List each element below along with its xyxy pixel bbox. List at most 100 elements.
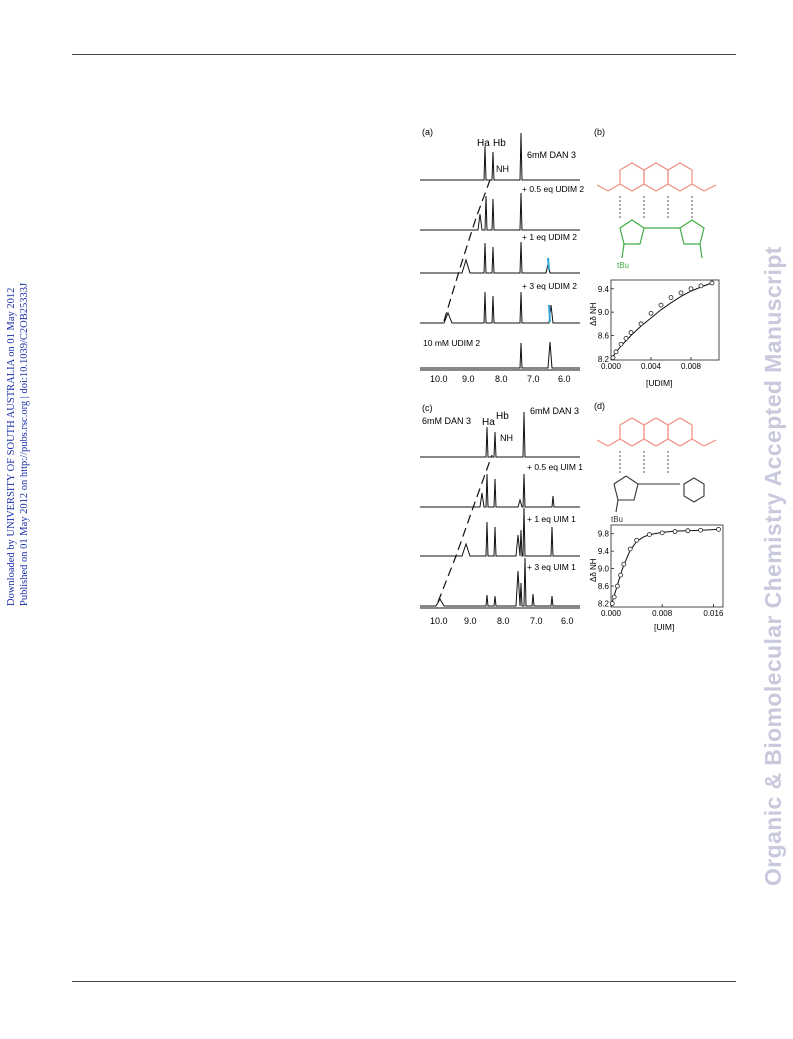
chart-d-x-tick-label: 0.000 — [601, 609, 622, 618]
trace-label-dan: 6mM DAN 3 — [527, 150, 576, 160]
chart-d-data-point — [647, 532, 652, 537]
chart-d-data-point — [627, 546, 633, 552]
panel-b: (b) tBu 0.000 0.004 0.008 8.2 8.6 9.0 9.4 — [589, 127, 720, 388]
ppm-tick-c-5: 6.0 — [561, 616, 574, 626]
chart-d-x-tick-label: 0.008 — [652, 609, 673, 618]
trace-label-c-dan: 6mM DAN 3 — [530, 406, 579, 416]
xlabel-d: [UIM] — [654, 622, 674, 632]
trace-label-udim: 10 mM UDIM 2 — [423, 338, 480, 348]
chart-d-x-tick-label: 0.016 — [703, 609, 724, 618]
ppm-tick-a-1: 10.0 — [430, 374, 448, 384]
hbond-lines-d — [619, 451, 669, 474]
chart-d-y-tick-label: 9.8 — [598, 530, 610, 539]
chart-d-plot-frame — [610, 524, 724, 608]
chart-d-data-point — [618, 572, 623, 578]
peak-label-hb: Hb — [493, 138, 506, 149]
chart-d-y-tick-label: 9.0 — [598, 565, 610, 574]
panel-c: (c) 6mM DAN 3 Ha Hb NH 6mM DAN 3 + 0.5 e… — [420, 403, 583, 626]
binding-curve-d: 0.000 0.008 0.016 8.2 8.6 9.0 9.4 9.8 — [598, 524, 724, 618]
shift-marker-a-1 — [547, 257, 550, 271]
chart-b-y-tick-label: 9.4 — [598, 285, 610, 294]
chart-b-data-point — [678, 290, 684, 296]
chart-b-y-tick-label: 9.0 — [598, 308, 610, 317]
chart-b-x-tick-label: 0.004 — [641, 362, 662, 371]
chart-d-y-tick-label: 9.4 — [598, 547, 610, 556]
tbu-label-b: tBu — [617, 261, 629, 270]
panel-a-label: (a) — [422, 127, 433, 137]
chart-b-data-point — [648, 310, 654, 316]
hbond-lines-b — [619, 196, 693, 218]
spectrum-c-4 — [420, 557, 580, 607]
chart-d-data-point — [672, 529, 678, 534]
panel-b-label: (b) — [594, 127, 605, 137]
chart-d-data-point — [685, 528, 691, 534]
chart-b-y-tick-label: 8.2 — [598, 355, 610, 364]
chart-d-data-point — [716, 526, 721, 532]
chart-b-y-tick-label: 8.6 — [598, 331, 610, 340]
dan-structure-b — [596, 162, 717, 192]
chart-b-plot-frame — [610, 279, 720, 361]
chart-d-data-point — [659, 530, 665, 536]
chart-d-data-point — [621, 561, 627, 567]
panel-d-label: (d) — [594, 401, 605, 411]
ppm-tick-c-3: 8.0 — [497, 616, 510, 626]
shift-marker-a-2 — [548, 304, 551, 323]
trace-label-c-1eq: + 1 eq UIM 1 — [527, 514, 576, 524]
chart-b-data-point — [618, 341, 624, 347]
peak-label-ha: Ha — [477, 138, 490, 149]
ppm-tick-c-4: 7.0 — [530, 616, 543, 626]
chart-b-data-point — [668, 295, 674, 300]
trace-label-3eq: + 3 eq UDIM 2 — [522, 281, 577, 291]
chart-b-data-point — [628, 330, 634, 335]
ylabel-d: Δδ NH — [589, 558, 598, 582]
panel-c-label: (c) — [422, 403, 433, 413]
chart-d-data-point — [611, 594, 617, 600]
spectrum-c-2 — [420, 473, 580, 508]
footer-rule — [72, 981, 736, 982]
chart-d-y-tick-label: 8.6 — [598, 582, 610, 591]
chart-b-fit-line — [610, 282, 713, 360]
ppm-tick-a-4: 7.0 — [527, 374, 540, 384]
chart-b-data-point — [709, 280, 715, 286]
spectrum-c-3 — [420, 507, 580, 557]
trace-label-1eq: + 1 eq UDIM 2 — [522, 232, 577, 242]
peak-label-nh: NH — [496, 164, 509, 174]
tbu-label-d: tBu — [611, 515, 623, 524]
chart-d-data-point — [698, 527, 703, 533]
chart-d-data-point — [634, 537, 639, 543]
chart-b-data-point — [688, 286, 694, 292]
spectrum-c-1 — [420, 411, 580, 458]
ppm-tick-c-2: 9.0 — [464, 616, 477, 626]
chart-b-data-point — [610, 355, 616, 361]
uim-structure-d — [613, 475, 705, 513]
ppm-tick-a-2: 9.0 — [462, 374, 475, 384]
chart-b-data-point — [658, 302, 664, 308]
trace-label-c-3eq: + 3 eq UIM 1 — [527, 562, 576, 572]
chart-b-data-point — [613, 349, 619, 355]
chart-d-data-point — [609, 601, 615, 606]
binding-curve-b: 0.000 0.004 0.008 8.2 8.6 9.0 9.4 — [598, 279, 720, 371]
chart-d-y-tick-label: 8.2 — [598, 600, 610, 609]
panel-c-left-label: 6mM DAN 3 — [422, 416, 471, 426]
spectrum-a-2 — [420, 192, 580, 231]
udim-structure-b — [619, 219, 705, 259]
chart-b-data-point — [638, 321, 644, 327]
chart-b-x-tick-label: 0.000 — [601, 362, 622, 371]
chart-b-data-point — [698, 283, 704, 289]
chart-b-x-tick-label: 0.008 — [681, 362, 702, 371]
ppm-tick-a-5: 6.0 — [558, 374, 571, 384]
panel-d: (d) tBu 0.000 0.008 0.016 8.2 8.6 9.0 9.4 9.8 Δ… — [589, 401, 724, 632]
dan-structure-d — [596, 417, 717, 447]
spectrum-a-4 — [420, 291, 580, 324]
header-rule — [72, 54, 736, 55]
ylabel-b: Δδ NH — [589, 302, 598, 326]
xlabel-b: [UDIM] — [646, 378, 672, 388]
spectrum-a-1 — [420, 132, 580, 181]
chart-d-data-point — [615, 583, 620, 589]
ppm-tick-c-1: 10.0 — [430, 616, 448, 626]
panel-a: (a) Ha Hb NH 6mM DAN 3 + 0.5 eq UDIM 2 +… — [420, 127, 584, 384]
ppm-tick-a-3: 8.0 — [495, 374, 508, 384]
spectrum-a-3 — [420, 241, 580, 274]
nh-shift-guide-c — [437, 454, 493, 603]
